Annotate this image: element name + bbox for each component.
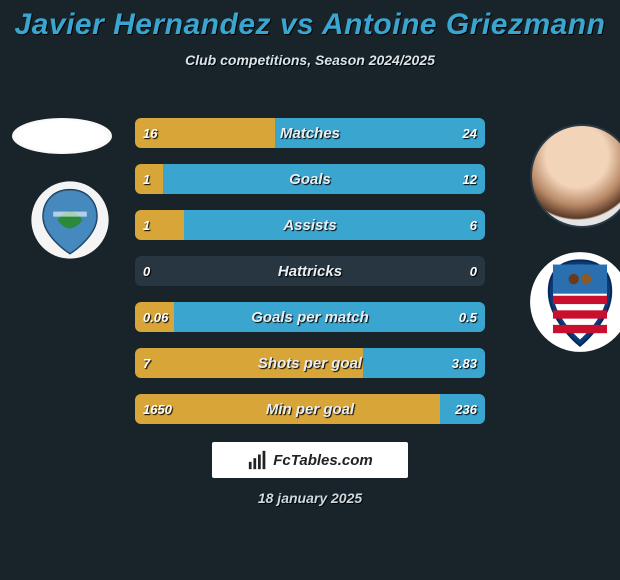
stat-value-right: 6 bbox=[470, 210, 477, 240]
comparison-title: Javier Hernandez vs Antoine Griezmann bbox=[0, 0, 620, 42]
club-left-badge bbox=[28, 178, 112, 262]
stat-value-right: 3.83 bbox=[452, 348, 477, 378]
brand-label: FcTables.com bbox=[273, 452, 372, 469]
stat-row: Assists1 6 bbox=[135, 210, 485, 240]
stat-value-left: 7 bbox=[143, 348, 150, 378]
stat-label: Shots per goal bbox=[135, 348, 485, 378]
player-right-avatar bbox=[530, 124, 620, 228]
club-right-badge bbox=[528, 250, 620, 354]
stat-value-right: 0.5 bbox=[459, 302, 477, 332]
atletico-crest-icon bbox=[528, 250, 620, 354]
player-left-avatar bbox=[12, 118, 112, 154]
stat-value-left: 1650 bbox=[143, 394, 172, 424]
stat-label: Assists bbox=[135, 210, 485, 240]
stat-value-left: 1 bbox=[143, 164, 150, 194]
stat-value-right: 0 bbox=[470, 256, 477, 286]
stat-label: Goals bbox=[135, 164, 485, 194]
stat-row: Goals per match0.06 0.5 bbox=[135, 302, 485, 332]
stat-value-left: 1 bbox=[143, 210, 150, 240]
stat-label: Hattricks bbox=[135, 256, 485, 286]
stat-value-right: 24 bbox=[463, 118, 477, 148]
stat-value-left: 0.06 bbox=[143, 302, 168, 332]
brand-chart-icon bbox=[247, 449, 269, 471]
stats-container: Matches1624Goals112Assists16Hattricks00G… bbox=[135, 118, 485, 440]
stat-row: Shots per goal7 3.83 bbox=[135, 348, 485, 378]
stat-row: Goals1 12 bbox=[135, 164, 485, 194]
stat-label: Goals per match bbox=[135, 302, 485, 332]
stat-value-left: 16 bbox=[143, 118, 157, 148]
stat-value-left: 0 bbox=[143, 256, 150, 286]
brand-badge[interactable]: FcTables.com bbox=[212, 442, 408, 478]
stat-value-right: 236 bbox=[455, 394, 477, 424]
stat-row: Min per goal1650 236 bbox=[135, 394, 485, 424]
stat-value-right: 12 bbox=[463, 164, 477, 194]
stat-label: Matches bbox=[135, 118, 485, 148]
leganes-crest-icon bbox=[28, 178, 112, 262]
comparison-subtitle: Club competitions, Season 2024/2025 bbox=[0, 52, 620, 68]
stat-label: Min per goal bbox=[135, 394, 485, 424]
stat-row: Matches16 24 bbox=[135, 118, 485, 148]
stat-row: Hattricks0 0 bbox=[135, 256, 485, 286]
comparison-date: 18 january 2025 bbox=[0, 490, 620, 506]
